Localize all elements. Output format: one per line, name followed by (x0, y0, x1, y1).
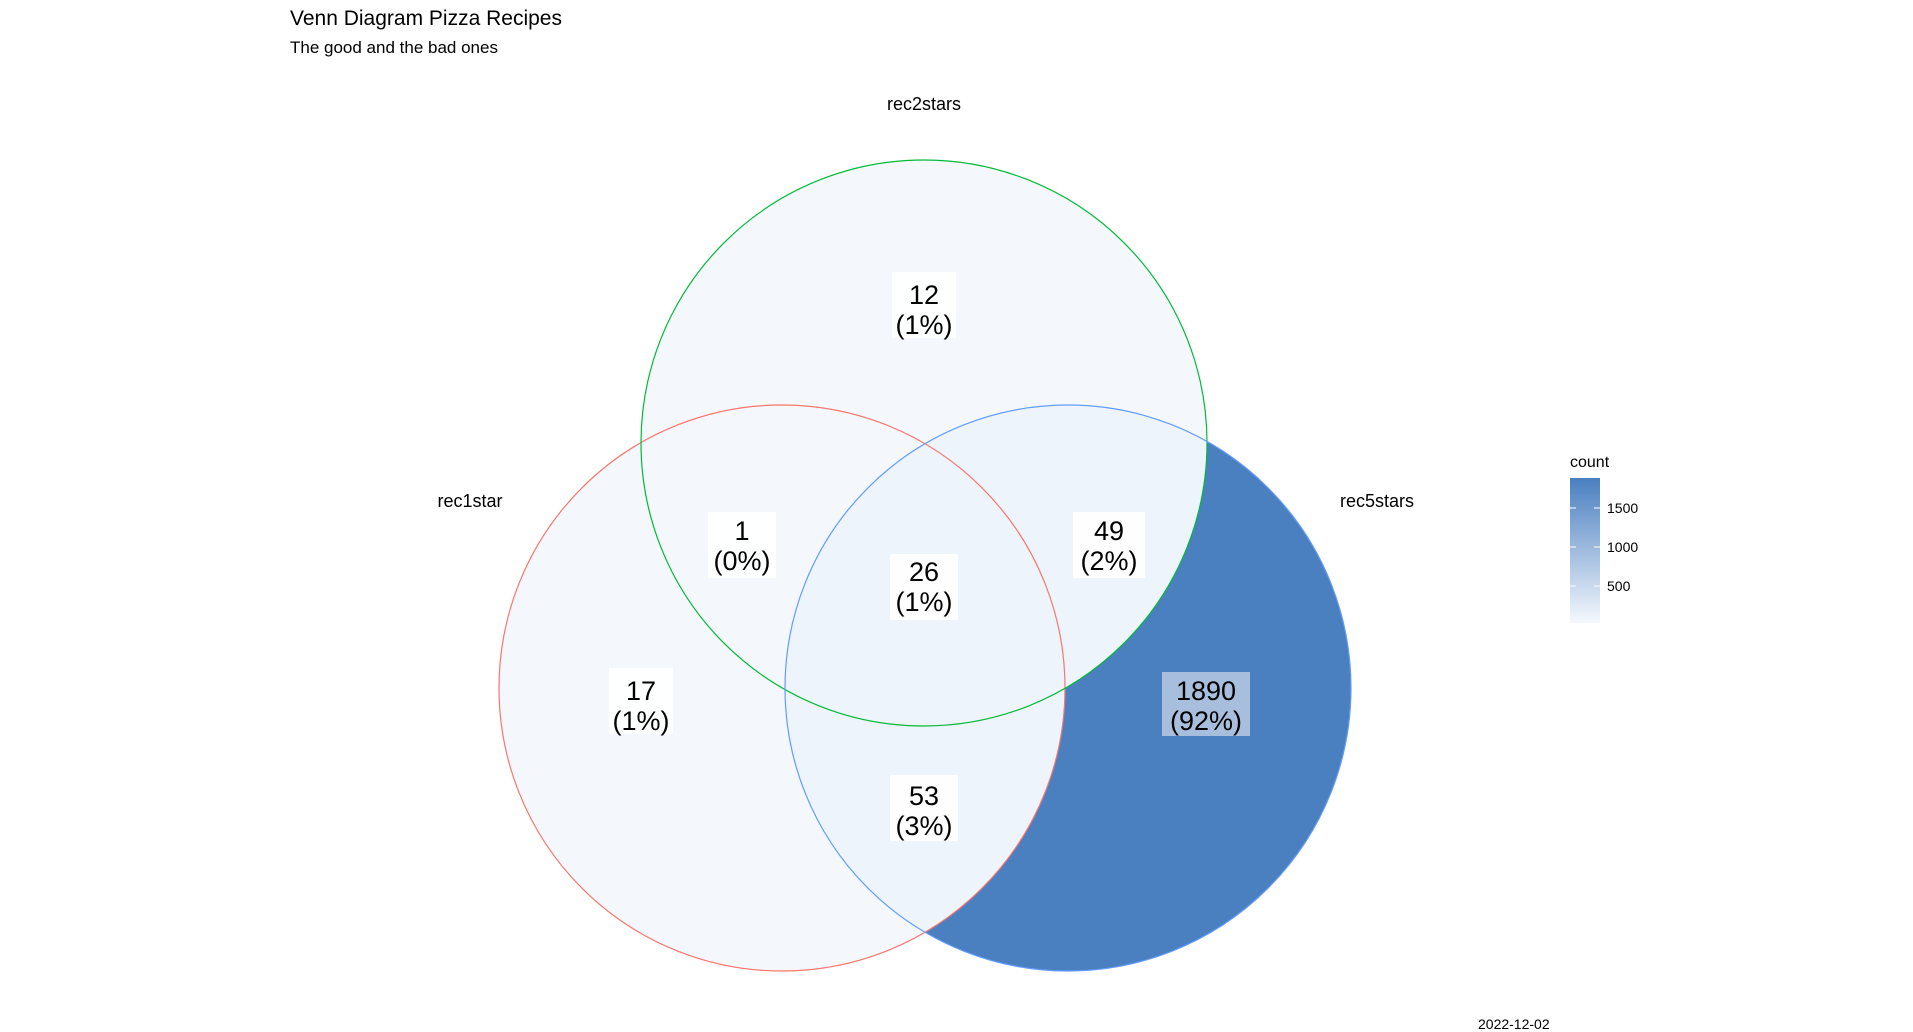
region-percent: (0%) (713, 546, 770, 576)
region-label-bg (1162, 672, 1250, 736)
region-count: 12 (909, 280, 939, 310)
region-count: 1890 (1176, 676, 1236, 706)
region-label-rec1star-rec2stars: 1 (0%) (708, 512, 776, 578)
region-label-bg (890, 554, 958, 620)
region-label-rec2stars-rec5stars: 49 (2%) (1073, 512, 1145, 578)
region-labels: 17 (1%) 12 (1%) 1890 (92%) 1 (0%) 49 (2%… (609, 272, 1250, 841)
region-label-bg (890, 775, 958, 841)
diagram-subtitle: The good and the bad ones (290, 38, 498, 57)
region-label-all-three: 26 (1%) (890, 554, 958, 620)
rec5stars-only-region-fill (925, 441, 1352, 972)
set-label-rec5stars: rec5stars (1340, 491, 1414, 511)
region-percent: (3%) (895, 811, 952, 841)
region-percent: (2%) (1080, 546, 1137, 576)
rec5stars-circle (784, 404, 1352, 972)
legend-tick-label: 1500 (1607, 500, 1638, 516)
legend-title: count (1570, 454, 1610, 471)
region-label-bg (708, 512, 776, 578)
legend-tick-label: 500 (1607, 578, 1631, 594)
region-percent: (92%) (1170, 706, 1242, 736)
region-label-bg (892, 272, 956, 338)
region-label-rec1star-rec5stars: 53 (3%) (890, 775, 958, 841)
region-label-bg (609, 668, 673, 734)
region-percent: (1%) (895, 587, 952, 617)
legend-tick-label: 1000 (1607, 539, 1638, 555)
region-label-rec5stars: 1890 (92%) (1162, 672, 1250, 736)
region-count: 17 (626, 676, 656, 706)
count-legend: count 1500 1000 500 (1570, 454, 1638, 623)
set-label-rec1star: rec1star (437, 491, 502, 511)
region-count: 26 (909, 557, 939, 587)
region-percent: (1%) (612, 706, 669, 736)
region-percent: (1%) (895, 310, 952, 340)
legend-colorbar (1570, 478, 1600, 623)
region-label-rec2stars: 12 (1%) (892, 272, 956, 340)
diagram-title: Venn Diagram Pizza Recipes (290, 7, 562, 30)
rec2stars-circle (640, 159, 1208, 727)
region-count: 49 (1094, 516, 1124, 546)
region-count: 53 (909, 781, 939, 811)
set-label-rec2stars: rec2stars (887, 94, 961, 114)
region-label-bg (1073, 512, 1145, 578)
region-count: 1 (734, 516, 749, 546)
region-label-rec1star: 17 (1%) (609, 668, 673, 736)
date-caption: 2022-12-02 (1478, 1016, 1550, 1032)
